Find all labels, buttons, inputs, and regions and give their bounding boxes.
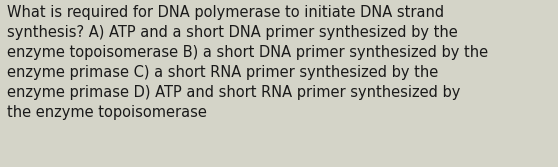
Text: What is required for DNA polymerase to initiate DNA strand
synthesis? A) ATP and: What is required for DNA polymerase to i…	[7, 5, 488, 120]
